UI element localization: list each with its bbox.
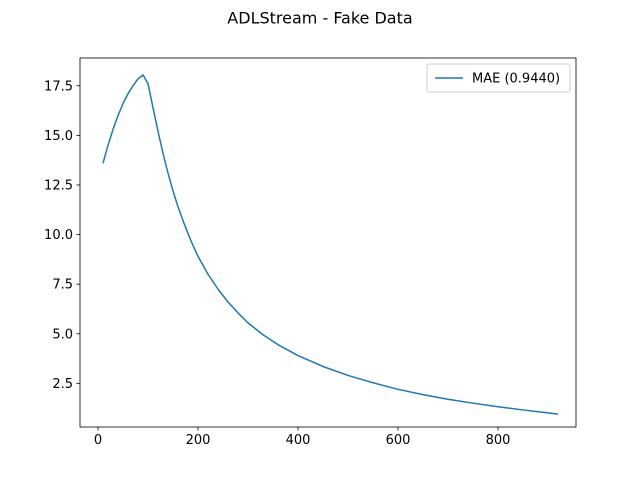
y-tick-label: 7.5: [52, 278, 73, 293]
y-tick-label: 17.5: [44, 79, 73, 94]
y-tick-label: 10.0: [44, 228, 73, 243]
y-tick-label: 2.5: [52, 377, 73, 392]
y-tick-label: 12.5: [44, 178, 73, 193]
legend-box: [426, 63, 571, 93]
axes-frame: [79, 57, 577, 428]
legend-label: MAE (0.9440): [472, 72, 560, 87]
series-line-0: [102, 74, 559, 415]
x-tick-label: 800: [486, 433, 511, 448]
y-tick-label: 5.0: [52, 327, 73, 342]
x-tick-label: 200: [186, 433, 211, 448]
chart-title: ADLStream - Fake Data: [227, 9, 412, 28]
plot-area: 0 200 400 600 800 2.5 5.0 7.5 10.0 12.5 15.0 17.5 MA…: [44, 57, 577, 448]
y-tick-label: 15.0: [44, 129, 73, 144]
x-tick-label: 400: [286, 433, 311, 448]
x-tick-label: 0: [94, 433, 102, 448]
x-tick-label: 600: [386, 433, 411, 448]
